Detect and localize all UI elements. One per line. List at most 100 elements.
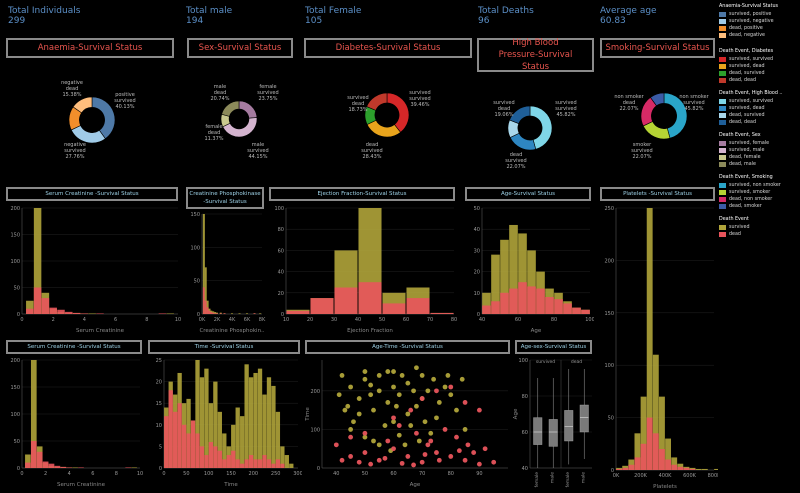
point-survived	[356, 411, 362, 417]
y-tick-label: 200	[310, 389, 320, 395]
x-tick-label: 400K	[659, 473, 673, 479]
legend-item[interactable]: dead, female	[719, 154, 800, 161]
legend-item[interactable]: dead, dead	[719, 119, 800, 126]
legend-item[interactable]: survived, positive	[719, 11, 800, 18]
legend-item[interactable]: survived, dead	[719, 105, 800, 112]
legend-item[interactable]: dead, male	[719, 161, 800, 168]
x-tick-label: 60	[403, 317, 409, 323]
bar-dead	[214, 313, 217, 314]
bar-dead	[208, 310, 211, 314]
point-dead	[408, 407, 414, 413]
diabetes-title: Diabetes-Survival Status	[304, 38, 472, 58]
y-tick-label: 50	[194, 279, 200, 285]
x-tick-label: 0K	[613, 473, 620, 479]
y-tick-label: 50	[474, 206, 480, 212]
y-axis-label: Age	[513, 408, 519, 419]
point-survived	[454, 407, 459, 413]
platelets-chart[interactable]: 0 50 100 150 200 250 0K 200K 400K 600K 800K Platele…	[598, 204, 718, 492]
agesex-chart[interactable]: 40 60 80 100 survived dead female male female mal…	[512, 356, 596, 490]
legend-item[interactable]: dead, survived	[719, 112, 800, 119]
bar-survived	[202, 214, 205, 314]
smoking-donut[interactable]	[640, 92, 688, 140]
bar-dead	[202, 287, 205, 314]
legend-item[interactable]: survived, survived	[719, 56, 800, 63]
ef-chart[interactable]: 0 20 40 60 80 100 10 20 30 40 50 60 70 80 Ejection Fra…	[268, 204, 458, 336]
y-tick-label: 60	[522, 430, 528, 436]
point-survived	[428, 430, 434, 436]
bar-survived	[199, 377, 205, 468]
legend-item[interactable]: survived, non smoker	[719, 182, 800, 189]
point-survived	[416, 438, 422, 444]
x-tick-label: male	[580, 472, 586, 483]
smoking-slice-3	[650, 92, 665, 107]
bar-survived	[204, 368, 209, 468]
x-tick-label: 0K	[199, 317, 206, 323]
legend-label: dead, negative	[729, 33, 766, 38]
box-header-survived: survived	[536, 359, 555, 365]
y-tick-label: 150	[190, 212, 200, 218]
bar-dead	[164, 416, 169, 468]
anaemia-donut[interactable]	[68, 96, 116, 144]
bar-survived	[30, 360, 37, 468]
legend-item[interactable]: dead, positive	[719, 25, 800, 32]
legend-item[interactable]: survived	[719, 224, 800, 231]
legend-item[interactable]: survived, male	[719, 147, 800, 154]
agetime-chart[interactable]: 0 100 200 40 50 60 70 80 90 Age Time	[304, 356, 512, 490]
point-survived	[436, 400, 442, 405]
bar-survived	[658, 396, 665, 470]
bar-dead	[223, 313, 226, 314]
y-tick-label: 80	[522, 394, 528, 400]
y-tick-label: 100	[274, 206, 284, 212]
bar-survived	[634, 433, 641, 470]
kpi-value: 194	[186, 16, 204, 26]
bar-dead	[173, 411, 178, 468]
legend-item[interactable]: survived, negative	[719, 18, 800, 25]
y-tick-label: 40	[474, 227, 480, 233]
x-tick-label: 8	[145, 317, 148, 323]
hbp-donut[interactable]	[507, 105, 553, 151]
point-survived	[411, 388, 416, 394]
y-tick-label: 100	[10, 412, 20, 418]
point-survived	[376, 373, 382, 378]
legend-item[interactable]: dead, dead	[719, 77, 800, 84]
legend-group: Death Event, High Blood .. survived, surv…	[719, 91, 800, 126]
age-title: Age-Survival Status	[465, 187, 591, 201]
legend-item[interactable]: dead, smoker	[719, 203, 800, 210]
legend-item[interactable]: survived, smoker	[719, 189, 800, 196]
legend-item[interactable]: dead, non smoker	[719, 196, 800, 203]
bar-survived	[219, 312, 222, 314]
legend-title: Death Event, Sex	[719, 133, 761, 138]
x-axis-label: Platelets	[653, 484, 677, 490]
bar-dead	[358, 282, 382, 314]
legend-label: survived, survived	[729, 57, 774, 62]
legend-item[interactable]: survived, female	[719, 140, 800, 147]
cpk-chart[interactable]: 0 50 100 150 0K 2K 4K 6K 8K Creatinine Phosphokin…	[184, 210, 266, 336]
y-tick-label: 100	[604, 363, 614, 369]
bar-survived	[266, 377, 272, 468]
x-tick-label: 100	[585, 317, 594, 323]
legend-item[interactable]: dead	[719, 231, 800, 238]
legend-item[interactable]: survived, dead	[719, 63, 800, 70]
point-dead	[356, 459, 362, 465]
x-tick-label: 50	[362, 471, 368, 477]
bar-survived	[289, 463, 294, 468]
point-dead	[391, 446, 396, 452]
legend-item[interactable]: dead, negative	[719, 32, 800, 39]
point-survived	[391, 384, 396, 390]
bar-survived	[518, 233, 527, 314]
legend-swatch	[719, 113, 726, 118]
point-survived	[371, 407, 376, 413]
serum1-chart[interactable]: 0 50 100 150 200 0 2 4 6 8 10 Serum Creatinine	[4, 204, 182, 336]
point-dead	[368, 461, 374, 467]
x-tick-label: 0	[20, 471, 23, 477]
bar-survived	[280, 446, 285, 468]
legend-item[interactable]: survived, survived	[719, 98, 800, 105]
serum2-chart[interactable]: 0 50 100 150 200 0 2 4 6 8 10 Serum Creatinine	[4, 356, 144, 490]
age-chart[interactable]: 0 10 20 30 40 50 40 60 80 100 Age	[464, 204, 594, 336]
diabetes-donut[interactable]	[364, 92, 410, 138]
legend-item[interactable]: dead, survived	[719, 70, 800, 77]
sex-label-male-survived: male survived 44.15%	[247, 142, 269, 160]
bar-dead	[658, 449, 665, 470]
sex-donut[interactable]	[220, 100, 258, 138]
